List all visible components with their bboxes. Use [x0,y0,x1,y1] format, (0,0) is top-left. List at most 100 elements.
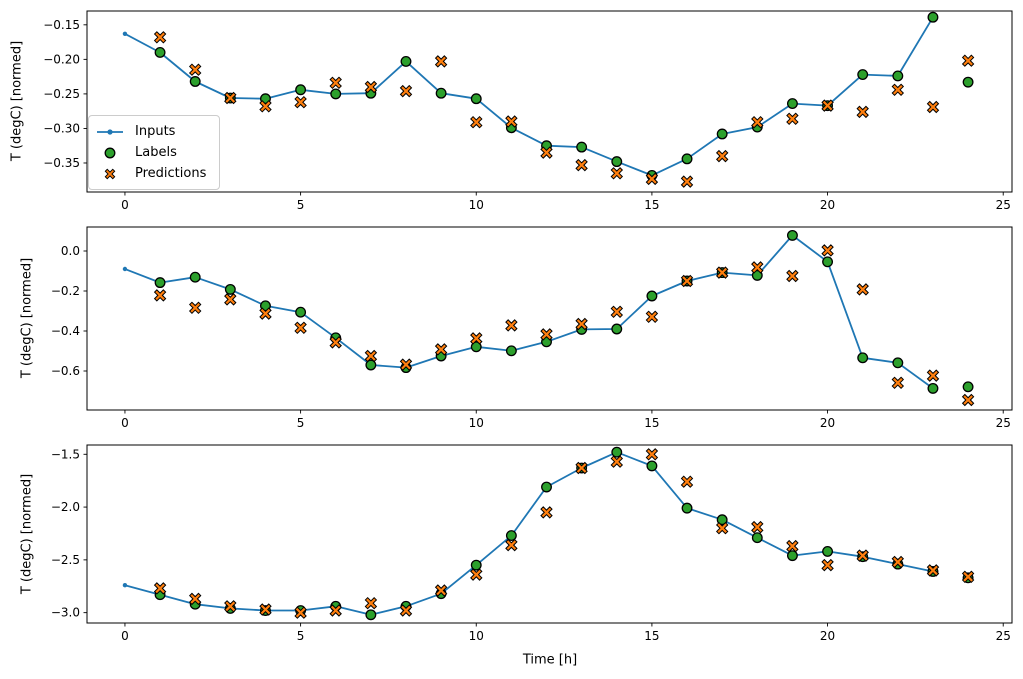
y-tick-label: −0.25 [43,87,80,101]
prediction-point [751,261,764,274]
label-point [435,87,447,99]
prediction-point [786,112,799,126]
prediction-point [364,80,378,94]
prediction-point [540,328,553,341]
label-point [365,359,377,371]
inputs-line-icon [97,128,123,135]
prediction-point [364,596,378,610]
inputs-point [122,31,128,36]
prediction-point [926,564,940,577]
x-tick-label: 20 [820,198,835,212]
y-tick-label: −0.15 [43,18,80,32]
y-tick-label: −0.4 [51,324,80,338]
x-tick-label: 15 [644,629,659,643]
prediction-point [259,100,272,113]
prediction-point [294,321,307,335]
prediction-point [505,319,518,332]
y-tick-label: −2.0 [51,500,80,514]
label-point [786,229,798,241]
prediction-point [294,95,307,109]
prediction-point [715,266,729,279]
label-point [927,11,939,23]
label-point [716,514,728,526]
label-point [505,530,517,542]
prediction-point [856,105,869,119]
label-point [470,559,482,571]
axes-frame [86,444,1013,624]
y-tick-label: −3.0 [51,606,80,620]
label-point [154,47,166,58]
prediction-point [399,604,413,617]
prediction-point [751,520,764,534]
prediction-point [680,274,694,288]
y-tick-label: −0.35 [43,156,80,170]
prediction-point [434,343,448,356]
prediction-point [188,63,202,76]
prediction-point [399,358,413,371]
prediction-point [329,336,342,349]
label-point [646,460,658,472]
labels-circle-icon [104,147,116,158]
label-point [470,341,482,353]
label-point [295,306,307,318]
predictions-x-icon [104,168,116,179]
x-tick-label: 25 [996,198,1011,212]
prediction-point [505,115,518,128]
prediction-point [329,76,342,90]
subplot-1: 0 5 10 15 20 25 −0.15 −0.20 −0.25 −0.30 −0.35 [43,10,1013,212]
prediction-point [610,455,624,468]
prediction-point [399,84,413,98]
legend-item-predictions: Predictions [93,163,211,184]
y-tick-label: −1.5 [51,447,80,461]
y-tick-label: −0.20 [43,52,80,66]
y-tick-label: 0.0 [61,244,80,258]
label-point [189,271,201,283]
y-tick-label: −2.5 [51,553,80,567]
prediction-point [329,604,342,617]
label-point [927,382,939,394]
label-point [716,128,728,140]
prediction-point [961,570,975,584]
subplot-3: 0 5 10 15 20 25 −1.5 −2.0 −2.5 −3.0 [51,444,1013,643]
legend-label-labels: Labels [135,145,177,160]
label-point [576,141,588,153]
inputs-point [122,583,128,588]
x-tick-label: 25 [996,629,1011,643]
prediction-point [505,538,518,552]
x-tick-label: 0 [121,416,129,430]
prediction-point [786,539,799,553]
label-point [470,93,482,105]
label-point [154,277,166,289]
label-point [505,345,517,357]
legend: Inputs Labels Predictions [88,115,220,190]
axes-frame [86,10,1013,193]
label-point [857,352,869,364]
prediction-point [680,175,694,188]
legend-item-labels: Labels [93,142,211,163]
prediction-point [434,584,448,597]
prediction-point [575,158,588,172]
prediction-point [470,332,483,345]
prediction-point [259,603,272,616]
label-point [892,70,904,82]
prediction-point [188,592,202,606]
label-point [681,502,693,514]
subplot-2: 0 5 10 15 20 25 0.0 −0.2 −0.4 −0.6 [51,226,1013,430]
x-tick-label: 5 [297,198,305,212]
label-point [751,269,763,281]
inputs-line [124,234,934,390]
label-point [611,323,623,335]
label-point [611,446,623,458]
x-tick-label: 10 [469,416,484,430]
legend-label-inputs: Inputs [135,124,176,139]
x-tick-label: 10 [469,629,484,643]
prediction-point [926,100,940,114]
prediction-point [961,54,975,67]
legend-item-inputs: Inputs [93,121,211,142]
prediction-point [821,558,834,572]
inputs-line [124,16,934,177]
legend-label-predictions: Predictions [135,166,207,181]
label-point [295,84,307,96]
x-tick-label: 5 [297,416,305,430]
prediction-point [821,99,834,112]
